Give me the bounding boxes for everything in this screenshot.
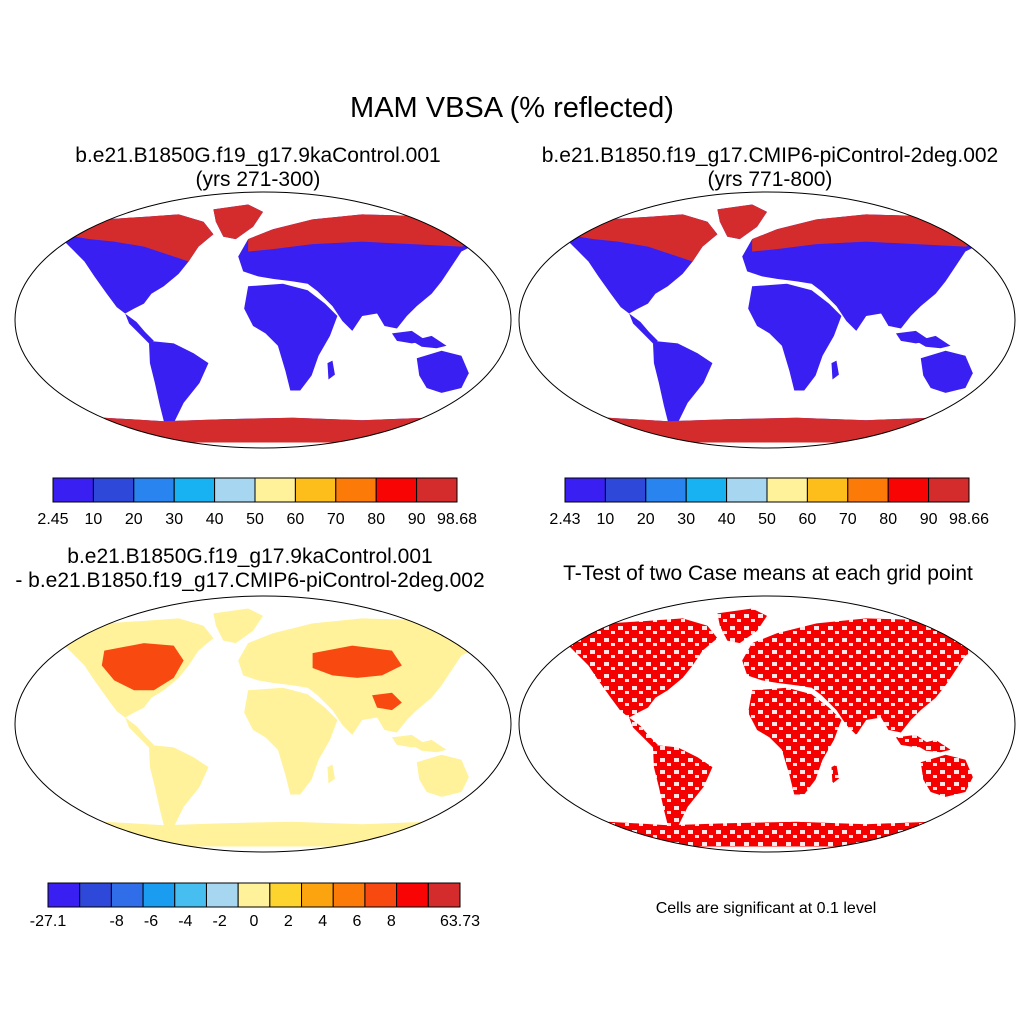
colorbar-3-swatch — [269, 882, 303, 908]
colorbar-3-tick-label: 0 — [250, 913, 259, 930]
panel-4-title: T-Test of two Case means at each grid po… — [508, 562, 1024, 586]
map-panel-2-border — [518, 191, 1016, 449]
panel-1-title: b.e21.B1850G.f19_g17.9kaControl.001 (yrs… — [30, 144, 486, 192]
panel-2-title-line2: (yrs 771-800) — [707, 168, 833, 191]
map-panel-3 — [19, 608, 507, 847]
colorbar-1-swatch — [92, 477, 135, 503]
colorbar-3-swatch — [427, 882, 461, 908]
colorbar-2-swatch — [604, 477, 647, 503]
panel-1-title-line1: b.e21.B1850G.f19_g17.9kaControl.001 — [75, 144, 441, 167]
colorbar-3-swatch — [142, 882, 176, 908]
colorbar-1-swatch — [375, 477, 418, 503]
panel-2-title-line1: b.e21.B1850.f19_g17.CMIP6-piControl-2deg… — [541, 144, 999, 167]
colorbar-2-tick-label: 50 — [758, 511, 776, 528]
colorbar-1-swatch — [294, 477, 337, 503]
map-panel-2 — [523, 204, 1011, 443]
colorbar-1-swatch — [416, 477, 458, 503]
colorbar-2: 2.43 10 20 30 40 50 60 70 80 90 98.66 — [549, 477, 989, 528]
colorbar-2-tick-label: 60 — [799, 511, 817, 528]
significance-note: Cells are significant at 0.1 level — [655, 900, 877, 917]
colorbar-1-swatch — [254, 477, 296, 503]
colorbar-1-tick-label: 10 — [85, 511, 103, 528]
colorbar-1-swatch — [133, 477, 175, 503]
panel-3-title: b.e21.B1850G.f19_g17.9kaControl.001 - b.… — [0, 545, 520, 593]
colorbar-2-swatch — [766, 477, 808, 503]
colorbar-2-swatch — [928, 477, 970, 503]
colorbar-1-tick-label: 20 — [125, 511, 143, 528]
colorbar-3-tick-label: -6 — [144, 913, 158, 930]
map-panel-3-border — [14, 595, 512, 853]
colorbar-1-tick-label: 90 — [408, 511, 426, 528]
panel-4-title-line1: T-Test of two Case means at each grid po… — [563, 562, 973, 585]
colorbar-3-swatch — [47, 882, 81, 908]
colorbar-1-swatch — [214, 477, 256, 503]
colorbar-3-swatch — [110, 882, 144, 908]
colorbar-3-tick-label: -27.1 — [30, 913, 67, 930]
panel-2-title: b.e21.B1850.f19_g17.CMIP6-piControl-2deg… — [500, 144, 1024, 192]
colorbar-2-tick-label: 30 — [677, 511, 695, 528]
colorbar-3-tick-label: 4 — [318, 913, 327, 930]
colorbar-2-swatch — [887, 477, 930, 503]
colorbar-1-tick-label: 30 — [165, 511, 183, 528]
colorbar-2-tick-label: 70 — [839, 511, 857, 528]
colorbar-1-tick-label: 98.68 — [437, 511, 477, 528]
colorbar-3-swatch — [332, 882, 366, 908]
colorbar-3-tick-label: 8 — [387, 913, 396, 930]
colorbar-2-tick-label: 80 — [879, 511, 897, 528]
map-panel-4-border — [518, 595, 1016, 853]
colorbar-1-tick-label: 70 — [327, 511, 345, 528]
colorbar-2-swatch — [685, 477, 728, 503]
colorbar-3-swatch — [174, 882, 207, 908]
figure-title: MAM VBSA (% reflected) — [350, 92, 674, 124]
map-panel-1 — [19, 204, 507, 443]
colorbar-1-swatch — [335, 477, 377, 503]
panel-3-title-line1: b.e21.B1850G.f19_g17.9kaControl.001 — [67, 545, 433, 568]
colorbar-1: 2.45 10 20 30 40 50 60 70 80 90 98.68 — [37, 477, 477, 528]
colorbar-3-tick-label: 2 — [284, 913, 293, 930]
colorbar-3-swatch — [205, 882, 239, 908]
colorbar-1-tick-label: 60 — [287, 511, 305, 528]
map-panel-1-border — [14, 191, 512, 449]
colorbar-2-swatch — [726, 477, 768, 503]
colorbar-2-swatch — [847, 477, 889, 503]
colorbar-1-tick-label: 50 — [246, 511, 264, 528]
colorbar-2-tick-label: 98.66 — [949, 511, 989, 528]
colorbar-3-swatch — [364, 882, 398, 908]
colorbar-1-swatch — [52, 477, 94, 503]
colorbar-3-tick-label: 63.73 — [440, 913, 480, 930]
colorbar-2-swatch — [806, 477, 849, 503]
panel-3-title-line2: - b.e21.B1850.f19_g17.CMIP6-piControl-2d… — [15, 569, 485, 592]
colorbar-3-tick-label: -2 — [213, 913, 227, 930]
colorbar-1-tick-label: 2.45 — [37, 511, 68, 528]
colorbar-3-tick-label: -4 — [178, 913, 192, 930]
colorbar-3-swatch — [301, 882, 334, 908]
colorbar-2-tick-label: 2.43 — [549, 511, 580, 528]
colorbar-3-swatch — [79, 882, 112, 908]
colorbar-2-tick-label: 10 — [597, 511, 615, 528]
colorbar-2-tick-label: 90 — [920, 511, 938, 528]
colorbar-3-swatch — [237, 882, 271, 908]
colorbar-3: -27.1 -8 -6 -4 -2 0 2 4 6 8 63.73 — [30, 882, 480, 930]
colorbar-3-tick-label: 6 — [353, 913, 362, 930]
colorbar-2-tick-label: 40 — [718, 511, 736, 528]
colorbar-1-swatch — [173, 477, 216, 503]
colorbar-2-swatch — [564, 477, 606, 503]
map-panel-4 — [519, 596, 1015, 852]
colorbar-1-tick-label: 80 — [367, 511, 385, 528]
colorbar-3-swatch — [396, 882, 429, 908]
panel-1-title-line2: (yrs 271-300) — [195, 168, 321, 191]
colorbar-2-tick-label: 20 — [637, 511, 655, 528]
colorbar-3-tick-label: -8 — [110, 913, 124, 930]
colorbar-2-swatch — [645, 477, 687, 503]
colorbar-1-tick-label: 40 — [206, 511, 224, 528]
